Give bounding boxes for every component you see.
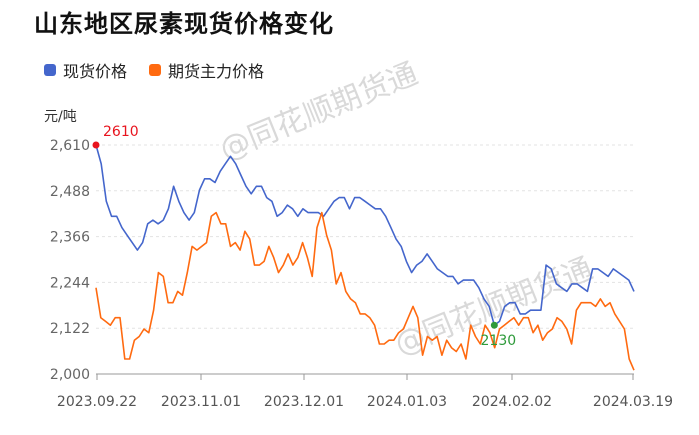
y-axis-unit-label: 元/吨 <box>44 109 77 125</box>
y-tick-label: 2,488 <box>50 184 90 200</box>
series-line-0 <box>95 144 635 327</box>
y-tick-label: 2,366 <box>50 230 90 246</box>
y-tick-label: 2,244 <box>50 275 90 291</box>
x-tick-label: 2024.03.19 <box>593 394 673 410</box>
chart-title: 山东地区尿素现货价格变化 <box>34 10 334 38</box>
annotation-label-0: 2610 <box>103 124 139 140</box>
annotation-marker-1 <box>490 321 498 329</box>
legend-item-spot[interactable]: 现货价格 <box>44 58 127 82</box>
y-tick-label: 2,122 <box>50 321 90 337</box>
series-line-1 <box>95 211 635 371</box>
annotation-label-1: 2130 <box>481 333 517 349</box>
x-tick-label: 2024.02.02 <box>472 394 552 410</box>
legend-swatch-futures <box>149 64 162 76</box>
y-tick-label: 2,000 <box>50 367 90 383</box>
legend-label-spot: 现货价格 <box>63 62 128 81</box>
y-tick-label: 2,610 <box>50 138 90 154</box>
y-axis-ticks: 2,610 2,488 2,366 2,244 2,122 2,000 <box>50 138 90 383</box>
watermark-text-0: @同花顺期货通 <box>215 56 423 167</box>
legend-item-futures[interactable]: 期货主力价格 <box>149 58 264 82</box>
x-axis-ticks: 2023.09.22 2023.11.01 2023.12.01 2024.01.03… <box>57 374 673 410</box>
x-tick-label: 2023.11.01 <box>161 394 241 410</box>
legend-label-futures: 期货主力价格 <box>168 62 265 81</box>
legend-swatch-spot <box>44 64 56 76</box>
annotation-marker-0 <box>92 141 100 149</box>
series-lines <box>95 144 635 371</box>
x-tick-label: 2023.12.01 <box>264 394 344 410</box>
grid-lines <box>96 144 634 375</box>
watermark-layer: @同花顺期货通@同花顺期货通 <box>215 56 598 362</box>
x-tick-label: 2024.01.03 <box>367 394 447 410</box>
legend: 现货价格 期货主力价格 <box>44 58 264 82</box>
x-tick-label: 2023.09.22 <box>57 394 137 410</box>
annotations: 2610 2130 <box>92 124 517 349</box>
